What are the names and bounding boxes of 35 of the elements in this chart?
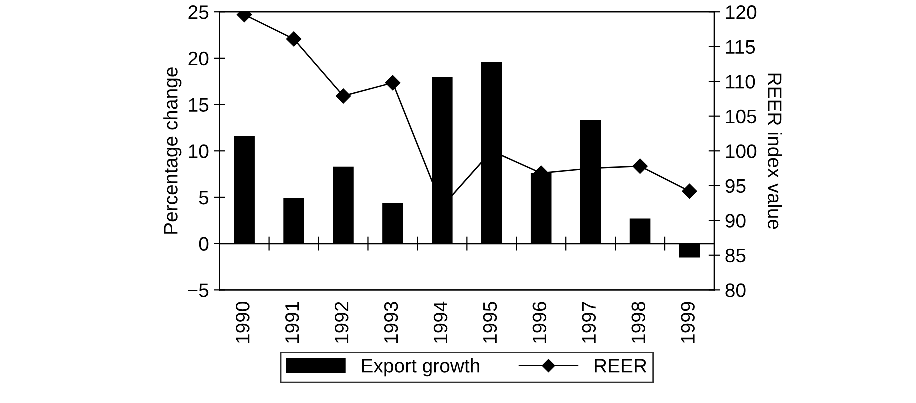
- x-tick-label: 1993: [384, 302, 398, 344]
- point: [286, 32, 302, 47]
- point: [632, 158, 648, 174]
- y2-tick-label: 110: [726, 75, 756, 89]
- y2-tick-label: 115: [726, 40, 756, 54]
- y-tick-label: −5: [188, 284, 209, 298]
- y-tick-label: 25: [188, 6, 209, 20]
- x-tick-label: 1992: [334, 302, 349, 344]
- point: [385, 75, 401, 91]
- y2-tick-label: 120: [726, 6, 757, 20]
- y-tick-label: 10: [189, 144, 209, 158]
- y2-tick-label: 105: [726, 110, 757, 124]
- y2-tick-label: 95: [726, 179, 746, 194]
- y-tick-label: 0: [199, 237, 209, 252]
- x-tick-label: 1994: [434, 302, 448, 344]
- x-tick-label: 1996: [532, 302, 547, 344]
- point: [336, 88, 352, 104]
- y2-tick-label: 80: [726, 284, 746, 298]
- x-tick-label: 1998: [632, 302, 646, 344]
- y2-tick-label: 90: [726, 214, 746, 228]
- y2-tick-label: 100: [726, 144, 757, 158]
- y-axis-title: Percentage change: [164, 68, 182, 234]
- y-tick-label: 5: [199, 191, 209, 205]
- x-tick-label: 1999: [681, 302, 695, 344]
- point: [682, 184, 698, 200]
- y-tick-label: 20: [188, 52, 209, 66]
- y-tick-label: 15: [189, 98, 209, 112]
- y2-tick-label: 85: [726, 248, 746, 263]
- x-tick-label: 1995: [483, 302, 498, 344]
- x-tick-label: 1991: [285, 302, 300, 344]
- x-tick-label: 1997: [582, 302, 596, 344]
- legend-label: REER: [595, 359, 647, 373]
- x-tick-label: 1990: [236, 302, 250, 344]
- legend-label: Export growth: [362, 358, 480, 377]
- y2-axis-title: REER index value: [768, 74, 782, 230]
